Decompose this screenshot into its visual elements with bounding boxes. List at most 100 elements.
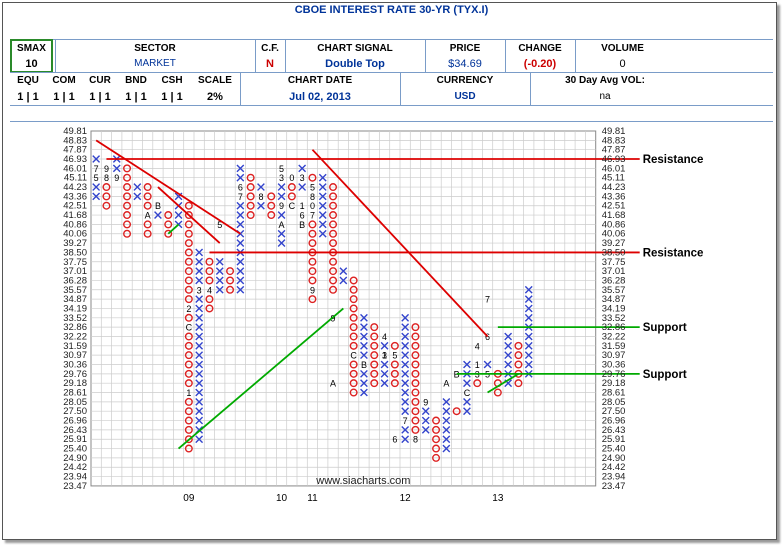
y-tick-right: 28.61	[602, 388, 626, 399]
x-box	[277, 183, 286, 191]
month-marker: 1	[382, 351, 387, 361]
o-box	[184, 416, 193, 425]
trendline-support	[487, 373, 519, 394]
x-box	[339, 276, 348, 285]
sector-label: SECTOR	[134, 43, 176, 54]
signal-value: Double Top	[325, 58, 385, 70]
change-label: CHANGE	[518, 43, 562, 54]
sep	[285, 39, 286, 72]
o-box	[226, 285, 235, 294]
o-box	[143, 229, 152, 238]
o-box	[308, 229, 317, 238]
x-box	[442, 435, 451, 444]
x-box	[195, 397, 204, 406]
o-box	[370, 379, 379, 388]
o-box	[246, 173, 255, 182]
sep	[505, 39, 506, 72]
o-box	[390, 360, 399, 369]
price-value: $34.69	[448, 58, 482, 70]
month-marker: B	[299, 220, 305, 230]
o-box	[308, 295, 317, 304]
avg-vol-label: 30 Day Avg VOL:	[565, 75, 645, 86]
cf-label: C.F.	[261, 43, 279, 54]
y-tick-right: 25.40	[602, 444, 626, 455]
x-box	[236, 201, 245, 210]
month-marker: 5	[310, 183, 315, 193]
o-box	[411, 388, 420, 397]
y-tick-right: 33.52	[602, 313, 626, 324]
x-box	[401, 341, 410, 350]
x-box	[195, 416, 204, 425]
y-tick-right: 23.47	[602, 481, 626, 492]
y-tick-left: 49.81	[63, 126, 87, 137]
o-box	[143, 220, 152, 229]
x-box	[442, 444, 451, 453]
y-tick-right: 38.50	[602, 247, 626, 258]
month-marker: B	[155, 201, 161, 211]
o-box	[308, 257, 317, 266]
y-tick-right: 36.28	[602, 275, 626, 286]
y-tick-left: 46.01	[63, 163, 87, 174]
y-tick-right: 25.91	[602, 434, 626, 445]
x-box	[360, 332, 368, 341]
x-box	[421, 416, 430, 425]
header-divider-3	[10, 121, 773, 122]
month-marker: 5	[94, 173, 99, 183]
o-box	[432, 453, 441, 462]
month-marker: C	[289, 201, 296, 211]
o-box	[123, 192, 132, 201]
y-tick-right: 37.75	[602, 257, 626, 268]
o-box	[143, 192, 152, 201]
o-box	[329, 267, 338, 276]
sector-value: MARKET	[134, 58, 176, 69]
o-box	[184, 341, 193, 350]
o-box	[246, 183, 255, 192]
x-box	[442, 407, 451, 416]
y-tick-right: 49.81	[602, 126, 626, 137]
month-marker: 8	[413, 435, 418, 445]
o-box	[329, 229, 338, 238]
o-box	[205, 267, 214, 276]
o-box	[184, 360, 193, 369]
x-box	[442, 416, 451, 425]
x-box	[504, 332, 513, 341]
y-tick-left: 33.52	[63, 313, 87, 324]
x-box	[401, 323, 410, 332]
x-box	[401, 332, 410, 341]
month-marker: 0	[310, 201, 315, 211]
o-box	[184, 407, 193, 416]
y-tick-right: 29.18	[602, 378, 626, 389]
header-divider	[10, 72, 773, 73]
o-box	[184, 369, 193, 378]
x-box	[401, 425, 410, 434]
sep	[530, 72, 531, 105]
x-box	[504, 341, 513, 350]
o-box	[246, 211, 255, 220]
o-box	[102, 192, 111, 201]
o-box	[329, 192, 338, 201]
o-box	[411, 397, 420, 406]
level-label: Resistance	[643, 154, 704, 166]
y-tick-left: 30.36	[63, 360, 87, 371]
x-box	[154, 211, 162, 219]
month-marker: 9	[423, 397, 428, 407]
month-marker: C	[350, 351, 357, 361]
month-marker: 7	[94, 164, 99, 174]
level-label: Support	[643, 322, 687, 334]
x-box	[195, 304, 204, 313]
month-marker: 5	[217, 220, 222, 230]
x-box	[524, 332, 533, 341]
x-box	[318, 192, 327, 201]
volume-value: 0	[619, 58, 626, 70]
o-box	[349, 323, 358, 332]
x-box	[298, 164, 307, 173]
o-box	[184, 229, 193, 238]
o-box	[349, 369, 358, 378]
x-box	[277, 211, 286, 219]
o-box	[370, 369, 379, 378]
month-marker: 3	[300, 173, 305, 183]
o-box	[184, 220, 193, 229]
o-box	[184, 313, 193, 322]
chart-date-label: CHART DATE	[287, 75, 353, 86]
